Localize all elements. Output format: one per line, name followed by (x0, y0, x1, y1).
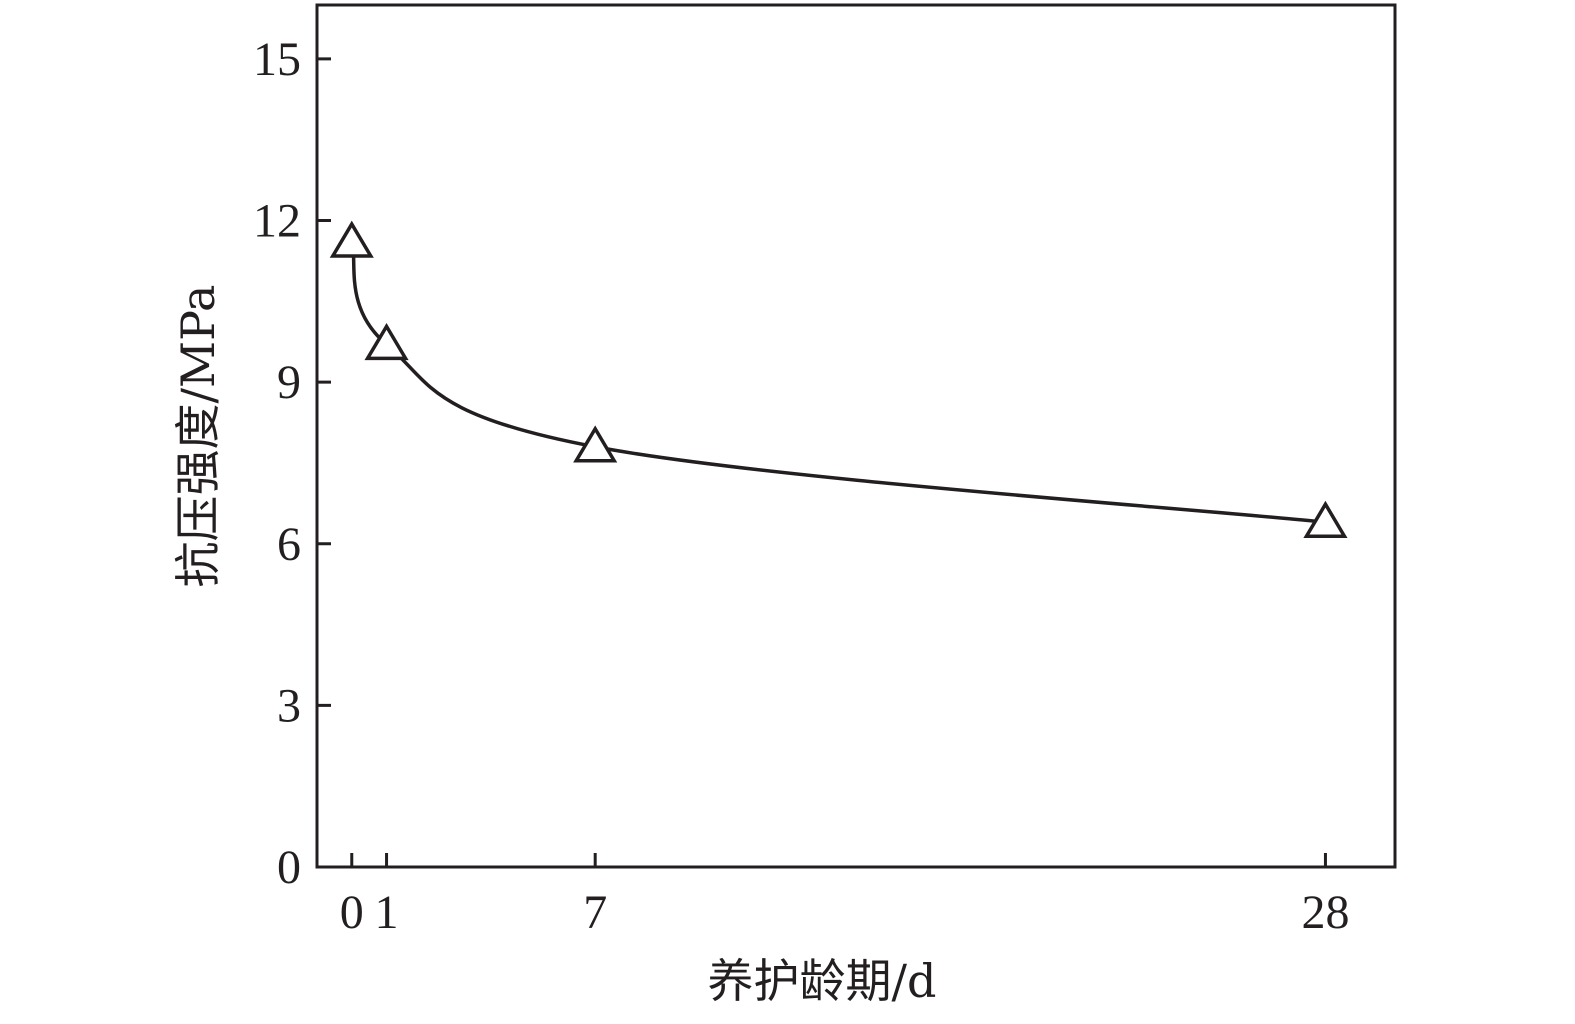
series-line (350, 241, 1326, 524)
data-point-triangle (573, 425, 618, 463)
y-axis-ticks: 0 3 6 9 12 15 (253, 33, 331, 894)
y-axis-title: 抗压强度/MPa (171, 285, 225, 588)
data-point-triangle (329, 220, 374, 258)
x-tick-label: 0 (340, 886, 364, 939)
plot-frame (315, 3, 1397, 869)
y-tick-label: 6 (277, 518, 301, 571)
x-axis-title: 养护龄期/d (708, 954, 937, 1008)
y-tick-label: 0 (277, 841, 301, 894)
y-tick-label: 15 (253, 33, 301, 86)
x-tick-label: 7 (583, 886, 607, 939)
y-tick-label: 3 (277, 679, 301, 732)
data-series (329, 220, 1348, 538)
x-tick-label: 28 (1301, 886, 1349, 939)
x-tick-label: 1 (375, 886, 399, 939)
y-tick-label: 12 (253, 195, 301, 248)
y-tick-label: 9 (277, 356, 301, 409)
data-point-triangle (364, 322, 409, 361)
data-point-triangle (1303, 500, 1348, 538)
x-axis-ticks: 0 1 7 28 (340, 853, 1349, 939)
